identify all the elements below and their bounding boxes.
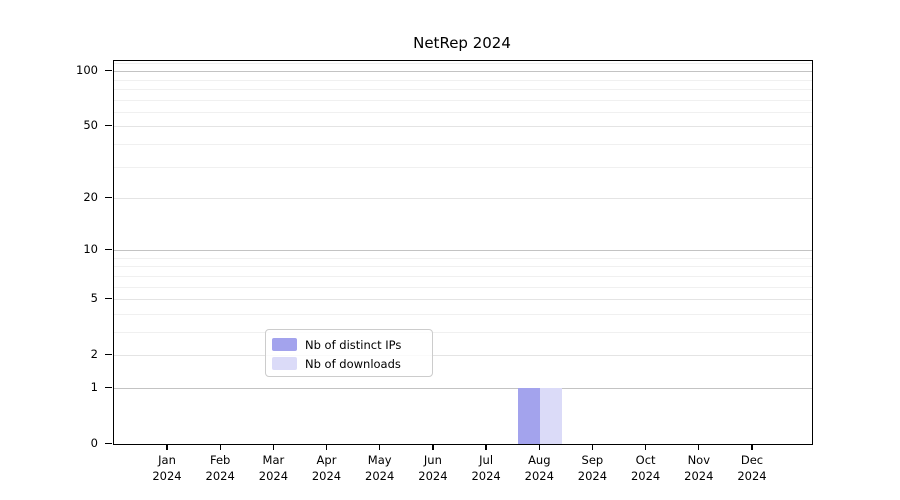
x-tick-month: Jun: [423, 453, 442, 467]
y-tick-mark: [105, 386, 112, 388]
x-tick-label: May 2024: [350, 452, 410, 484]
gridline-minor: [114, 332, 812, 333]
x-tick-month: Mar: [262, 453, 285, 467]
gridline-minor: [114, 143, 812, 145]
y-tick-label: 100: [76, 63, 98, 78]
gridline-major: [114, 355, 812, 357]
x-tick-label: Nov 2024: [669, 452, 729, 484]
x-tick-label: Jun 2024: [403, 452, 463, 484]
x-tick-label: Mar 2024: [243, 452, 303, 484]
y-tick-mark: [105, 353, 112, 356]
x-tick-mark: [432, 444, 434, 450]
x-tick-label: Sep 2024: [562, 452, 622, 484]
x-tick-mark: [166, 444, 168, 450]
legend-swatch-downloads: [272, 357, 297, 370]
x-tick-mark: [485, 444, 487, 450]
x-tick-month: Dec: [740, 453, 764, 467]
x-tick-month: Nov: [687, 453, 711, 467]
x-tick-year: 2024: [577, 469, 608, 483]
x-tick-mark: [644, 444, 647, 450]
gridline-major: [114, 198, 812, 199]
x-tick-label: Jan 2024: [137, 452, 197, 484]
gridline-minor: [114, 111, 812, 113]
gridline-major: [114, 250, 812, 252]
y-tick-mark: [105, 248, 112, 251]
x-tick-month: Feb: [210, 453, 231, 467]
x-tick-label: Feb 2024: [190, 452, 250, 484]
x-tick-mark: [538, 444, 540, 450]
legend-row-downloads: Nb of downloads: [272, 354, 424, 373]
gridline-minor: [114, 266, 812, 268]
x-tick-mark: [325, 444, 328, 450]
gridline-minor: [114, 313, 812, 315]
gridline-major: [114, 388, 812, 389]
gridline-minor: [114, 88, 812, 90]
x-tick-month: Sep: [581, 453, 604, 467]
y-tick-label: 20: [83, 190, 98, 204]
gridline-major: [114, 299, 812, 301]
y-tick-label: 2: [90, 347, 98, 362]
gridline-minor: [114, 257, 812, 259]
chart-title: NetRep 2024: [413, 34, 511, 52]
x-tick-mark: [219, 444, 221, 450]
gridline-minor: [114, 63, 812, 65]
gridline-major: [114, 71, 812, 73]
legend: Nb of distinct IPs Nb of downloads: [265, 329, 433, 377]
x-tick-year: 2024: [365, 469, 395, 483]
x-tick-mark: [379, 444, 381, 450]
gridline-major: [114, 126, 812, 128]
y-tick-label: 0: [90, 436, 98, 450]
bar-distinct-ips: [518, 388, 541, 444]
legend-label-downloads: Nb of downloads: [305, 356, 401, 371]
x-tick-label: Aug 2024: [509, 452, 569, 484]
x-tick-mark: [698, 444, 700, 450]
x-tick-label: Jul 2024: [456, 452, 516, 484]
x-tick-label: Dec 2024: [722, 452, 782, 484]
y-tick-mark: [105, 442, 112, 444]
x-tick-mark: [272, 444, 275, 450]
x-tick-mark: [751, 444, 753, 450]
x-tick-label: Apr 2024: [297, 452, 357, 484]
x-tick-year: 2024: [152, 469, 182, 483]
legend-row-distinct-ips: Nb of distinct IPs: [272, 335, 424, 354]
x-tick-year: 2024: [737, 469, 767, 483]
legend-label-distinct-ips: Nb of distinct IPs: [305, 337, 402, 352]
plot-area: [113, 60, 813, 445]
y-tick-label: 50: [83, 118, 98, 133]
x-tick-year: 2024: [684, 469, 714, 483]
x-tick-month: Jan: [158, 453, 176, 467]
x-tick-year: 2024: [524, 469, 554, 483]
x-tick-year: 2024: [205, 469, 235, 483]
gridline-minor: [114, 166, 812, 168]
legend-swatch-distinct-ips: [272, 338, 297, 351]
gridline-minor: [114, 286, 812, 288]
gridline-minor: [114, 276, 812, 277]
x-tick-month: Oct: [635, 453, 656, 467]
x-tick-label: Oct 2024: [616, 452, 676, 484]
gridline-minor: [114, 79, 812, 81]
x-tick-year: 2024: [471, 469, 501, 483]
x-tick-year: 2024: [258, 469, 289, 483]
y-tick-mark: [105, 69, 112, 71]
x-tick-year: 2024: [630, 469, 661, 483]
x-tick-mark: [591, 444, 594, 450]
x-tick-year: 2024: [418, 469, 448, 483]
x-tick-month: May: [367, 453, 392, 467]
x-tick-year: 2024: [311, 469, 342, 483]
y-tick-label: 1: [90, 380, 98, 394]
x-tick-month: Apr: [316, 453, 337, 467]
y-tick-mark: [105, 297, 112, 300]
y-tick-mark: [105, 124, 112, 127]
x-tick-month: Jul: [479, 453, 494, 467]
y-tick-label: 5: [90, 291, 98, 306]
y-tick-label: 10: [83, 242, 98, 257]
y-tick-mark: [105, 196, 112, 198]
x-tick-month: Aug: [528, 453, 551, 467]
gridline-minor: [114, 99, 812, 101]
bar-downloads: [540, 388, 563, 444]
